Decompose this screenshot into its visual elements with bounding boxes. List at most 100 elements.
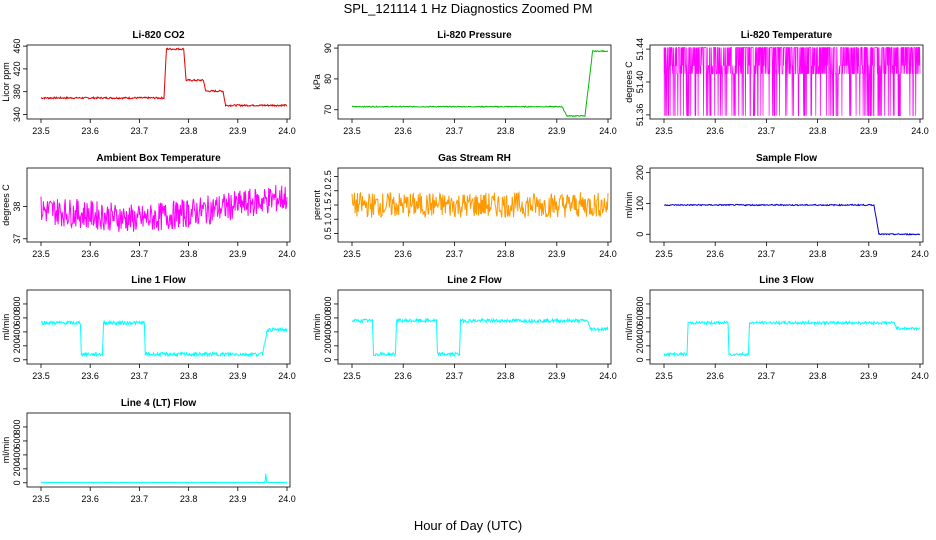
y-tick-label: 38 bbox=[12, 202, 22, 212]
y-tick-label: 600 bbox=[12, 310, 22, 325]
x-tick-label: 23.9 bbox=[229, 494, 247, 504]
x-tick-label: 23.7 bbox=[131, 249, 149, 259]
x-tick-label: 23.5 bbox=[655, 371, 673, 381]
y-tick-label: 800 bbox=[12, 419, 22, 434]
x-tick-label: 23.9 bbox=[860, 126, 878, 136]
y-axis-label: degrees C bbox=[1, 184, 11, 226]
panel-title: Line 1 Flow bbox=[131, 275, 186, 286]
panel-1: Li-820 CO2 23.5 23.6 23.7 23.8 23.9 24.0 340 380… bbox=[1, 30, 296, 136]
x-tick-label: 23.9 bbox=[860, 371, 878, 381]
y-tick-label: 400 bbox=[635, 324, 645, 339]
y-tick-label: 420 bbox=[12, 61, 22, 76]
y-axis-label: ml/min bbox=[624, 314, 634, 341]
x-tick-label: 23.6 bbox=[81, 494, 99, 504]
x-tick-label: 23.8 bbox=[180, 249, 198, 259]
x-tick-label: 23.9 bbox=[548, 249, 566, 259]
y-axis-label: ml/min bbox=[1, 437, 11, 464]
y-tick-label: 340 bbox=[12, 107, 22, 122]
plot-frame bbox=[649, 289, 924, 365]
y-axis-label: ml/min bbox=[1, 314, 11, 341]
x-tick-label: 23.8 bbox=[809, 249, 827, 259]
x-tick-label: 23.7 bbox=[758, 126, 776, 136]
y-tick-label: 380 bbox=[12, 84, 22, 99]
x-tick-label: 23.9 bbox=[229, 126, 247, 136]
x-tick-label: 23.8 bbox=[180, 371, 198, 381]
y-tick-label: 70 bbox=[323, 105, 333, 115]
figure-title: SPL_121114 1 Hz Diagnostics Zoomed PM bbox=[343, 1, 593, 16]
panel-8: Line 2 Flow 23.5 23.6 23.7 23.8 23.9 24.0 0 2004… bbox=[312, 275, 617, 381]
x-tick-label: 23.7 bbox=[446, 371, 464, 381]
data-series bbox=[40, 185, 288, 232]
x-tick-label: 23.9 bbox=[860, 249, 878, 259]
plot-frame bbox=[337, 44, 612, 120]
panel-6: Sample Flow 23.5 23.6 23.7 23.8 23.9 24.0 0 100 2… bbox=[624, 153, 929, 259]
y-tick-label: 51.36 bbox=[635, 104, 645, 127]
x-tick-label: 24.0 bbox=[278, 371, 296, 381]
y-tick-label: 2.0 bbox=[323, 185, 333, 198]
x-tick-label: 23.9 bbox=[548, 126, 566, 136]
plot-frame bbox=[649, 167, 924, 243]
plot-frame bbox=[337, 289, 612, 365]
y-tick-label: 2.5 bbox=[323, 170, 333, 183]
x-tick-label: 23.8 bbox=[497, 249, 515, 259]
y-axis-label: kPa bbox=[312, 74, 322, 90]
panel-title: Line 3 Flow bbox=[759, 275, 814, 286]
y-tick-label: 1.0 bbox=[323, 213, 333, 226]
panel-title: Sample Flow bbox=[756, 153, 817, 164]
panel-title: Li-820 Pressure bbox=[437, 30, 512, 41]
x-tick-label: 23.7 bbox=[446, 249, 464, 259]
y-tick-label: 51.44 bbox=[635, 38, 645, 61]
x-tick-label: 23.6 bbox=[81, 126, 99, 136]
data-series bbox=[40, 47, 288, 108]
panel-3: Li-820 Temperature 23.5 23.6 23.7 23.8 23.9 24… bbox=[624, 30, 929, 136]
y-tick-label: 0 bbox=[323, 357, 333, 362]
x-tick-label: 24.0 bbox=[278, 494, 296, 504]
y-tick-label: 0 bbox=[12, 480, 22, 485]
data-series bbox=[40, 473, 288, 484]
x-tick-label: 23.5 bbox=[32, 126, 50, 136]
x-tick-label: 23.5 bbox=[343, 249, 361, 259]
y-axis-label: percent bbox=[312, 189, 322, 220]
x-tick-label: 23.6 bbox=[706, 126, 724, 136]
x-tick-label: 23.5 bbox=[32, 249, 50, 259]
plot-frame bbox=[26, 289, 291, 365]
y-tick-label: 200 bbox=[323, 338, 333, 353]
panel-5: Gas Stream RH 23.5 23.6 23.7 23.8 23.9 24.0 0.5… bbox=[312, 153, 617, 259]
y-tick-label: 800 bbox=[635, 296, 645, 311]
y-tick-label: 37 bbox=[12, 234, 22, 244]
y-tick-label: 800 bbox=[323, 296, 333, 311]
x-tick-label: 23.5 bbox=[32, 371, 50, 381]
x-tick-label: 23.9 bbox=[229, 249, 247, 259]
y-tick-label: 0 bbox=[12, 357, 22, 362]
plot-frame bbox=[26, 167, 291, 243]
x-tick-label: 23.9 bbox=[229, 371, 247, 381]
y-tick-label: 800 bbox=[12, 296, 22, 311]
data-series bbox=[663, 203, 921, 236]
y-axis-label: ml/min bbox=[624, 192, 634, 219]
y-tick-label: 200 bbox=[12, 461, 22, 476]
x-tick-label: 23.7 bbox=[758, 249, 776, 259]
panel-title: Line 4 (LT) Flow bbox=[121, 398, 197, 409]
y-tick-label: 400 bbox=[12, 447, 22, 462]
data-series bbox=[351, 317, 609, 358]
y-tick-label: 200 bbox=[12, 338, 22, 353]
x-tick-label: 24.0 bbox=[599, 371, 617, 381]
x-tick-label: 24.0 bbox=[599, 126, 617, 136]
x-tick-label: 23.6 bbox=[394, 249, 412, 259]
y-tick-label: 80 bbox=[323, 74, 333, 84]
y-tick-label: 400 bbox=[323, 324, 333, 339]
data-series bbox=[40, 319, 288, 358]
y-tick-label: 1.5 bbox=[323, 199, 333, 212]
x-tick-label: 23.7 bbox=[131, 494, 149, 504]
data-series bbox=[663, 47, 921, 117]
x-tick-label: 23.5 bbox=[655, 126, 673, 136]
x-tick-label: 23.7 bbox=[131, 126, 149, 136]
x-tick-label: 23.6 bbox=[706, 371, 724, 381]
x-tick-label: 23.5 bbox=[343, 371, 361, 381]
x-tick-label: 23.5 bbox=[32, 494, 50, 504]
y-tick-label: 0 bbox=[635, 232, 645, 237]
y-axis-label: ml/min bbox=[312, 314, 322, 341]
x-tick-label: 23.6 bbox=[394, 126, 412, 136]
